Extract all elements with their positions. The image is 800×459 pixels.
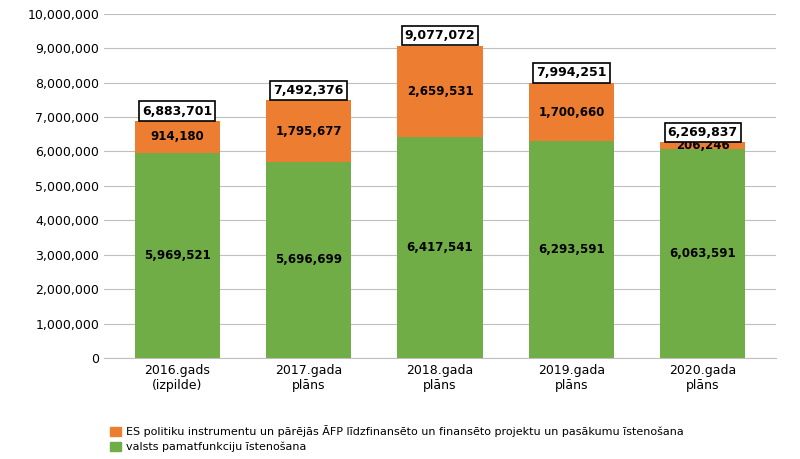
Text: 7,492,376: 7,492,376 xyxy=(274,84,344,97)
Bar xyxy=(529,141,614,358)
Text: 5,696,699: 5,696,699 xyxy=(275,253,342,267)
Legend: ES politiku instrumentu un pārējās ĀFP līdzfinansēto un finansēto projektu un pa: ES politiku instrumentu un pārējās ĀFP l… xyxy=(110,425,684,453)
Bar xyxy=(134,121,220,152)
Text: 6,063,591: 6,063,591 xyxy=(670,247,736,260)
Text: 914,180: 914,180 xyxy=(150,130,204,143)
Text: 5,969,521: 5,969,521 xyxy=(144,249,210,262)
Text: 6,883,701: 6,883,701 xyxy=(142,105,212,118)
Bar xyxy=(398,45,482,137)
Text: 9,077,072: 9,077,072 xyxy=(405,29,475,42)
Text: 6,293,591: 6,293,591 xyxy=(538,243,605,256)
Bar xyxy=(134,152,220,358)
Bar xyxy=(660,142,746,149)
Bar xyxy=(529,83,614,141)
Bar xyxy=(398,137,482,358)
Text: 1,700,660: 1,700,660 xyxy=(538,106,605,118)
Bar xyxy=(266,100,351,162)
Text: 7,994,251: 7,994,251 xyxy=(536,67,606,79)
Text: 2,659,531: 2,659,531 xyxy=(406,85,474,98)
Text: 6,417,541: 6,417,541 xyxy=(406,241,474,254)
Bar xyxy=(266,162,351,358)
Text: 206,246: 206,246 xyxy=(676,139,730,152)
Text: 1,795,677: 1,795,677 xyxy=(275,124,342,138)
Text: 6,269,837: 6,269,837 xyxy=(668,126,738,139)
Bar xyxy=(660,149,746,358)
